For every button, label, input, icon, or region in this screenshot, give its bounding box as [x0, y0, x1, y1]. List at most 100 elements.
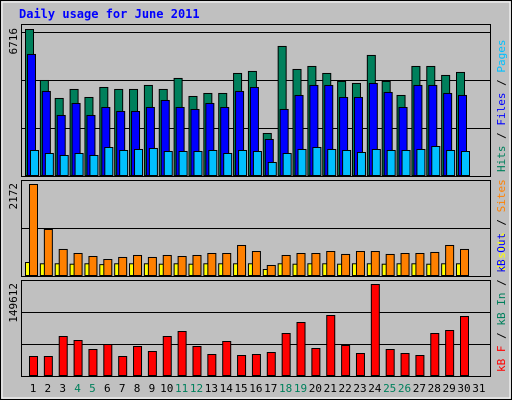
- bar: [237, 244, 247, 277]
- bar: [43, 356, 53, 376]
- bar: [400, 253, 410, 276]
- bar: [238, 149, 248, 177]
- bar: [370, 251, 380, 276]
- bar: [147, 351, 157, 376]
- x-tick-label: 8: [134, 382, 141, 395]
- bar: [312, 146, 322, 177]
- bar: [385, 253, 395, 276]
- bar: [30, 149, 39, 177]
- bar: [223, 152, 233, 176]
- x-tick-label: 7: [119, 382, 126, 395]
- bar: [281, 254, 291, 277]
- x-tick-label: 31: [472, 382, 485, 395]
- bar: [370, 284, 380, 376]
- bar: [385, 349, 395, 376]
- bar: [58, 248, 68, 276]
- bar: [192, 254, 202, 277]
- bar: [177, 256, 187, 276]
- bar: [252, 151, 262, 177]
- bar: [103, 259, 113, 277]
- y-tick-label: 2172: [7, 183, 20, 210]
- x-tick-label: 30: [457, 382, 470, 395]
- legend-entry: Pages: [495, 40, 508, 73]
- bar: [460, 248, 469, 276]
- legend: Hits / Files / Pages: [495, 40, 508, 173]
- chart-title: Daily usage for June 2011: [19, 7, 200, 21]
- bar: [119, 149, 129, 177]
- x-tick-label: 19: [294, 382, 307, 395]
- bar: [281, 333, 291, 376]
- x-tick-label: 23: [353, 382, 366, 395]
- bar: [355, 251, 365, 276]
- bar: [297, 148, 307, 176]
- x-tick-label: 20: [309, 382, 322, 395]
- bar: [460, 316, 469, 376]
- bar: [430, 251, 440, 277]
- x-tick-label: 12: [190, 382, 203, 395]
- bar: [266, 352, 276, 376]
- x-tick-label: 17: [264, 382, 277, 395]
- bar: [371, 148, 381, 176]
- bar: [73, 253, 83, 276]
- y-tick-label: 6716: [7, 28, 20, 55]
- bar: [296, 253, 306, 276]
- bar: [282, 152, 292, 176]
- bar: [386, 149, 396, 177]
- bar: [355, 353, 365, 377]
- legend-separator: /: [495, 326, 508, 346]
- x-tick-label: 29: [443, 382, 456, 395]
- bar: [311, 348, 321, 376]
- bar: [266, 264, 276, 277]
- bar: [207, 253, 217, 276]
- x-tick-label: 4: [74, 382, 81, 395]
- bar: [445, 330, 455, 376]
- bar: [341, 345, 351, 376]
- bar: [326, 315, 336, 377]
- legend-entry: kB In: [495, 293, 508, 326]
- bar: [445, 244, 455, 277]
- x-tick-label: 16: [249, 382, 262, 395]
- bar: [192, 346, 202, 376]
- bar: [29, 184, 38, 276]
- bar: [461, 151, 470, 177]
- x-tick-label: 18: [279, 382, 292, 395]
- y-tick-label: 149612: [7, 283, 20, 323]
- bar: [207, 354, 217, 376]
- bar: [251, 251, 261, 276]
- bar: [222, 341, 232, 376]
- x-tick-label: 26: [398, 382, 411, 395]
- bar: [58, 336, 68, 377]
- legend-entry: Hits: [495, 146, 508, 173]
- legend-separator: /: [495, 73, 508, 93]
- legend-separator: /: [495, 212, 508, 232]
- bar: [89, 154, 99, 176]
- bar: [416, 148, 426, 176]
- bar: [400, 353, 410, 377]
- bar: [133, 254, 143, 277]
- legend-entry: Files: [495, 93, 508, 126]
- legend-separator: /: [495, 126, 508, 146]
- bar: [356, 151, 366, 176]
- x-tick-label: 24: [368, 382, 382, 395]
- bar: [326, 251, 336, 276]
- bar: [193, 151, 203, 177]
- bar: [415, 253, 425, 276]
- x-tick-label: 15: [234, 382, 247, 395]
- bar: [74, 152, 84, 176]
- bar: [134, 148, 144, 176]
- x-tick-label: 6: [104, 382, 111, 395]
- bar: [177, 331, 187, 377]
- x-tick-label: 5: [89, 382, 96, 395]
- x-tick-label: 10: [160, 382, 173, 395]
- x-tick-label: 14: [220, 382, 234, 395]
- legend: Visits / Sites: [495, 179, 508, 272]
- bar: [29, 356, 38, 376]
- x-tick-label: 22: [338, 382, 351, 395]
- bar: [118, 356, 128, 376]
- bar: [327, 148, 337, 176]
- bar: [133, 346, 143, 376]
- x-tick-label: 13: [205, 382, 218, 395]
- bar: [162, 336, 172, 377]
- bar: [341, 253, 351, 276]
